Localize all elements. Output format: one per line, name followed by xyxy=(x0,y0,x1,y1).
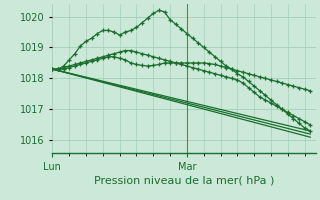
X-axis label: Pression niveau de la mer( hPa ): Pression niveau de la mer( hPa ) xyxy=(94,176,274,186)
